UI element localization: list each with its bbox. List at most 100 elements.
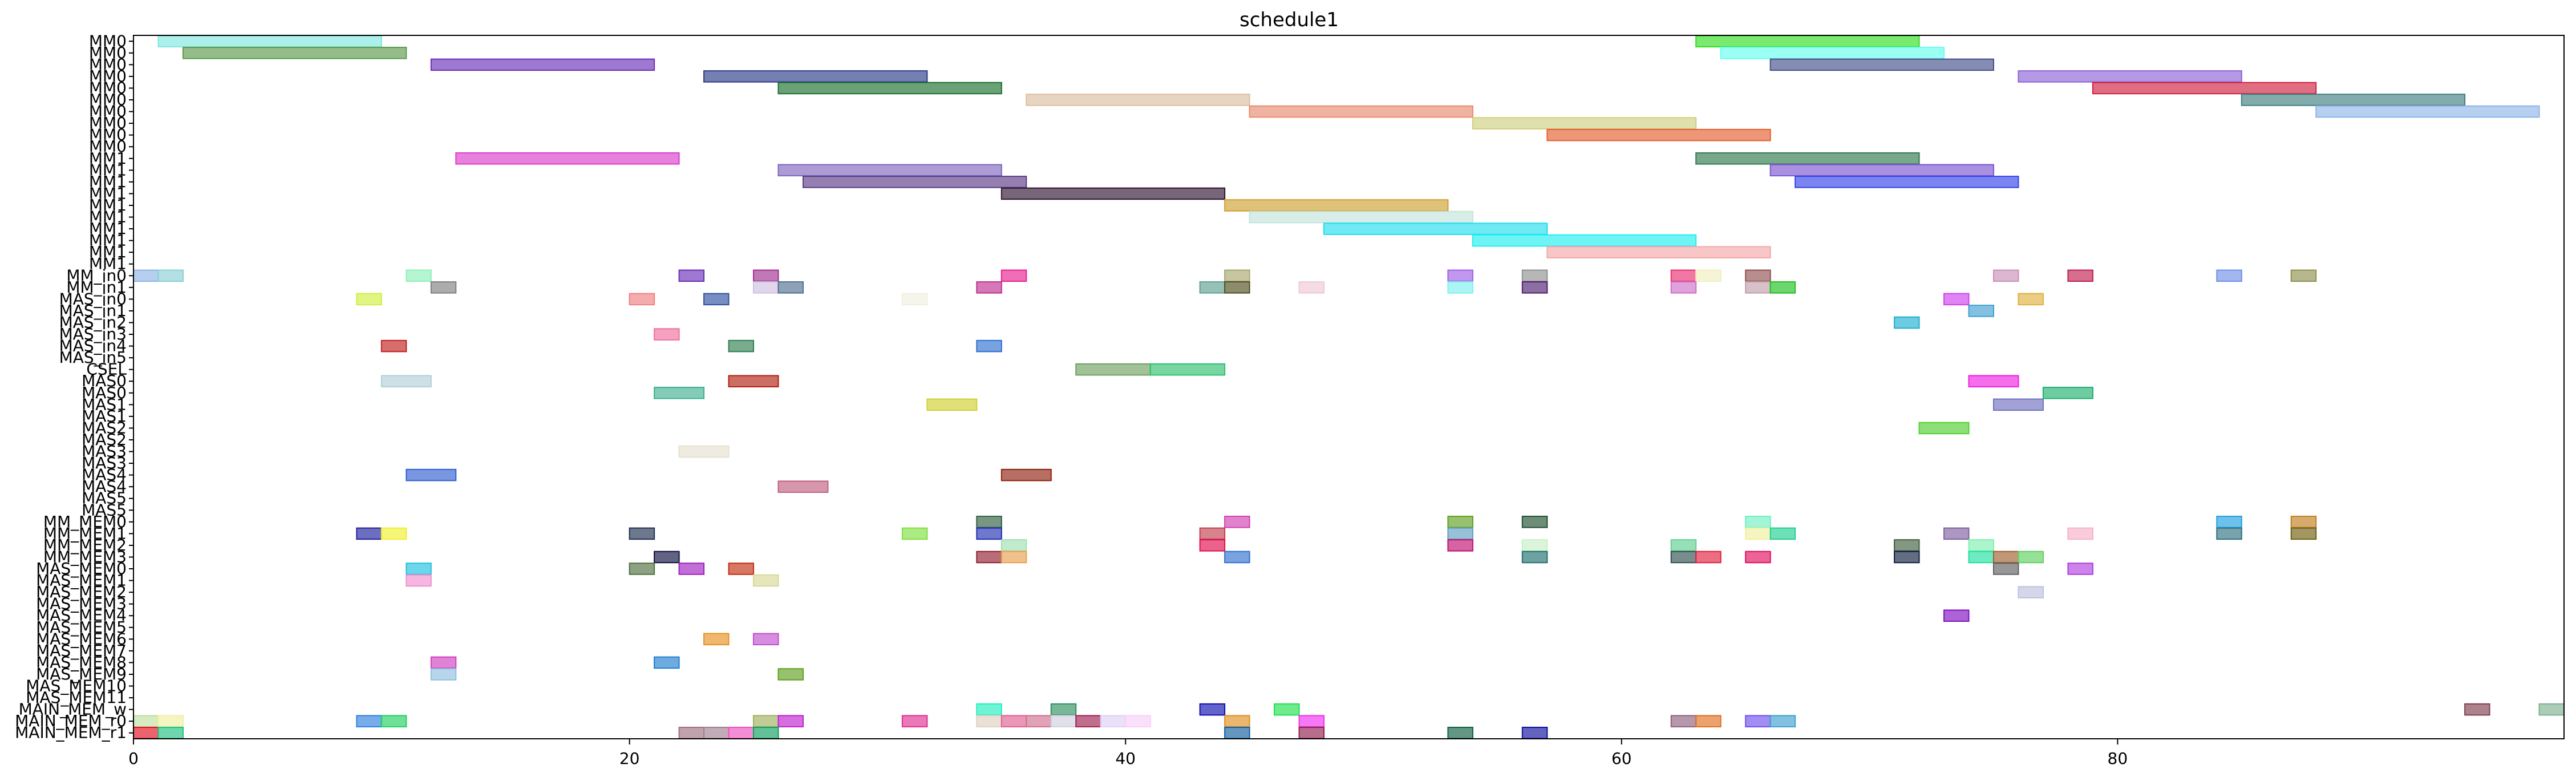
task-bar — [1472, 117, 1697, 130]
task-bar — [1670, 715, 1697, 727]
task-bar — [777, 82, 1002, 95]
y-tick-label: MM1 — [89, 208, 127, 226]
task-bar — [1546, 128, 1771, 141]
task-bar — [1149, 363, 1226, 376]
task-bar — [1968, 539, 1994, 552]
task-bar — [406, 562, 432, 575]
task-bar — [1992, 269, 2019, 282]
task-bar — [1447, 539, 1473, 552]
y-tick-label: MAS_in4 — [59, 337, 127, 355]
task-bar — [1224, 269, 1250, 282]
task-bar — [455, 152, 680, 165]
task-bar — [976, 339, 1002, 353]
y-tick-label: MAS5 — [82, 489, 127, 508]
task-bar — [1745, 551, 1771, 564]
y-tick-label: MAS0 — [82, 371, 127, 390]
y-tick-label: MAS_MEM3 — [36, 594, 127, 613]
task-bar — [1769, 281, 1796, 294]
y-tick-label: MAS0 — [82, 383, 127, 402]
task-bar — [1274, 703, 1300, 716]
x-tick-label: 20 — [619, 749, 640, 768]
y-tick-label: MAS_MEM6 — [36, 629, 127, 648]
task-bar — [654, 387, 705, 399]
task-bar — [2216, 269, 2242, 282]
task-bar — [406, 269, 432, 282]
task-bar — [1224, 199, 1449, 212]
task-bar — [1894, 551, 1920, 564]
task-bar — [1769, 58, 1994, 71]
task-bar — [2241, 94, 2466, 106]
task-bar — [1992, 562, 2019, 575]
y-tick-label: MM_MEM3 — [43, 547, 127, 566]
task-bars — [133, 35, 2565, 739]
task-bar — [901, 715, 928, 727]
task-bar — [752, 715, 779, 727]
y-tick-label: MAS_in1 — [59, 301, 127, 320]
task-bar — [1769, 164, 1994, 177]
task-bar — [1447, 281, 1473, 294]
y-axis: MM0MM0MM0MM0MM0MM0MM0MM0MM0MM0MM1MM1MM1M… — [15, 31, 133, 742]
task-bar — [1447, 516, 1473, 528]
task-bar — [1745, 715, 1771, 727]
y-tick-label: MAS2 — [82, 430, 127, 449]
y-tick-label: MM1 — [89, 219, 127, 238]
y-tick-label: MM1 — [89, 160, 127, 179]
task-bar — [1943, 609, 1970, 622]
task-bar — [406, 574, 432, 587]
task-bar — [2216, 516, 2242, 528]
task-bar — [976, 516, 1002, 528]
task-bar — [1001, 187, 1226, 200]
task-bar — [1695, 551, 1722, 564]
x-tick-label: 40 — [1115, 749, 1136, 768]
task-bar — [678, 562, 705, 575]
task-bar — [380, 715, 407, 727]
y-tick-label: MAS_MEM0 — [36, 559, 127, 578]
task-bar — [2290, 516, 2317, 528]
y-tick-label: MAS_in5 — [59, 348, 127, 367]
y-tick-label: MM0 — [89, 78, 127, 97]
task-bar — [1199, 703, 1226, 716]
y-tick-label: MM1 — [89, 242, 127, 261]
task-bar — [1992, 551, 2019, 564]
task-bar — [1670, 281, 1697, 294]
task-bar — [1026, 94, 1250, 106]
task-bar — [157, 269, 184, 282]
y-tick-label: MAS_MEM8 — [36, 653, 127, 671]
y-tick-label: MAS_MEM2 — [36, 582, 127, 601]
y-tick-label: MAS_MEM11 — [26, 688, 127, 707]
task-bar — [901, 527, 928, 540]
task-bar — [629, 562, 655, 575]
y-tick-label: MM_in1 — [66, 278, 127, 297]
task-bar — [380, 527, 407, 540]
task-bar — [1323, 222, 1548, 235]
task-bar — [976, 715, 1002, 727]
task-bar — [356, 715, 382, 727]
task-bar — [976, 551, 1002, 564]
task-bar — [1001, 539, 1027, 552]
task-bar — [2067, 527, 2093, 540]
task-bar — [1695, 715, 1722, 727]
task-bar — [1298, 715, 1325, 727]
task-bar — [2018, 551, 2044, 564]
task-bar — [406, 468, 457, 481]
y-tick-label: MM0 — [89, 126, 127, 144]
task-bar — [777, 715, 804, 727]
task-bar — [976, 281, 1002, 294]
task-bar — [2290, 269, 2317, 282]
task-bar — [1199, 527, 1226, 540]
task-bar — [2018, 293, 2044, 306]
task-bar — [1224, 281, 1250, 294]
task-bar — [2290, 527, 2317, 540]
task-bar — [1521, 551, 1548, 564]
task-bar — [1224, 715, 1250, 727]
task-bar — [777, 164, 1002, 177]
task-bar — [654, 328, 680, 341]
y-tick-label: MAS_MEM10 — [26, 677, 127, 695]
task-bar — [752, 726, 779, 739]
task-bar — [901, 293, 928, 306]
task-bar — [1968, 375, 2019, 387]
y-tick-label: MAS_MEM4 — [36, 606, 127, 625]
task-bar — [133, 715, 159, 727]
task-bar — [1769, 527, 1796, 540]
task-bar — [133, 726, 159, 739]
